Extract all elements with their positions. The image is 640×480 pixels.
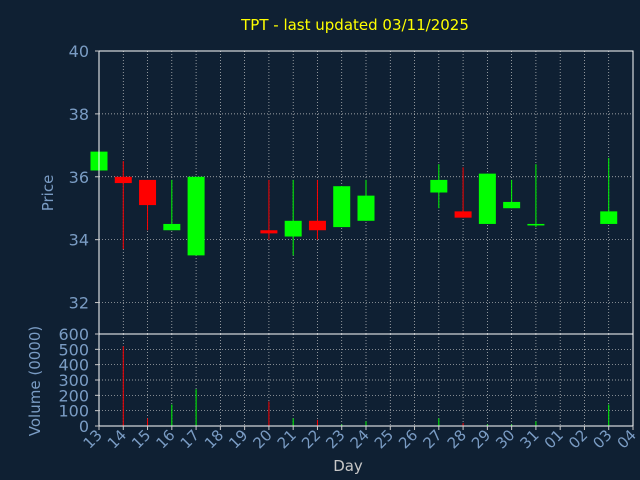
candle-body <box>333 186 351 228</box>
volume-tick-label: 100 <box>58 402 89 421</box>
volume-tick-label: 200 <box>58 386 89 405</box>
price-tick-label: 34 <box>69 231 89 250</box>
volume-tick-label: 0 <box>79 417 89 436</box>
x-ticks: 1314151617181920212223242526272829303101… <box>80 426 640 452</box>
price-y-ticks: 32 34 36 38 40 <box>69 42 99 313</box>
volume-bars <box>122 346 610 426</box>
price-tick-label: 32 <box>69 294 89 313</box>
candle-body <box>163 223 181 231</box>
price-candles <box>90 151 618 256</box>
price-axis-label: Price <box>39 175 57 212</box>
volume-tick-label: 500 <box>58 340 89 359</box>
volume-axis-label: Volume (0000) <box>26 326 44 436</box>
price-tick-label: 38 <box>69 105 89 124</box>
candle-body <box>114 176 132 184</box>
candle-body <box>187 176 205 256</box>
candle-body <box>357 195 375 221</box>
candle-body <box>284 220 302 237</box>
candle-body <box>139 179 157 206</box>
candle-body <box>430 179 448 193</box>
candle-body <box>503 201 521 209</box>
candle-body <box>527 223 545 226</box>
chart-title: TPT - last updated 03/11/2025 <box>240 16 469 34</box>
candle-body <box>260 230 278 234</box>
price-tick-label: 40 <box>69 42 89 61</box>
volume-tick-label: 400 <box>58 356 89 375</box>
volume-tick-label: 600 <box>58 325 89 344</box>
volume-tick-label: 300 <box>58 371 89 390</box>
candle-body <box>454 211 472 218</box>
candle-body <box>478 173 496 224</box>
x-axis-label: Day <box>333 457 363 475</box>
candle-body <box>308 220 326 231</box>
price-tick-label: 36 <box>69 168 89 187</box>
candle-body <box>600 211 618 224</box>
